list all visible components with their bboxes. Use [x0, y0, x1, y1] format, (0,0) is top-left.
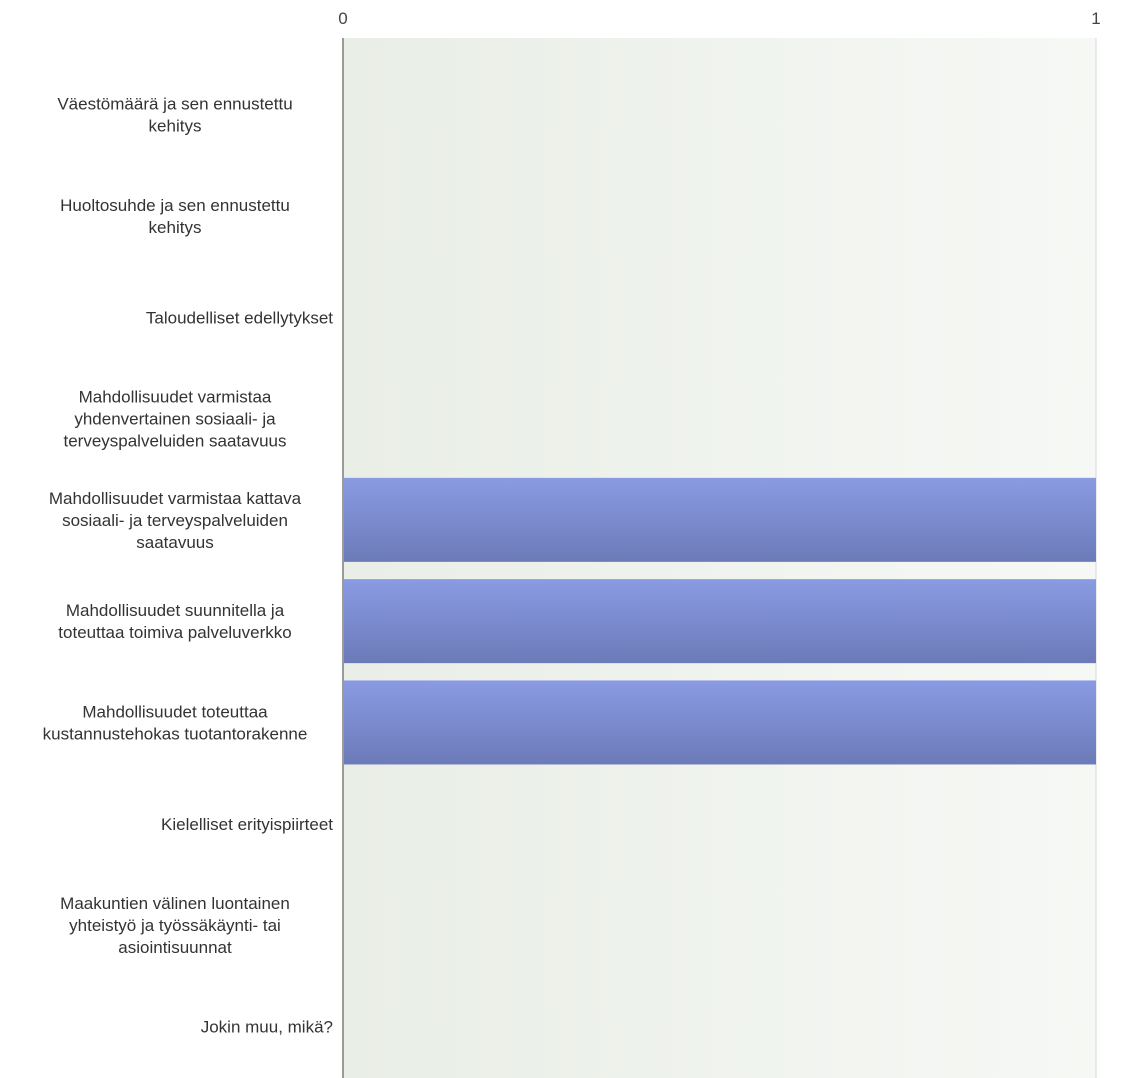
category-label: Mahdollisuudet toteuttaa kustannustehokas… [43, 702, 308, 743]
bar [343, 477, 1096, 562]
category-label: Väestömäärä ja sen ennustettu kehitys [57, 95, 292, 136]
category-label: Kielelliset erityispiirteet [161, 815, 333, 834]
x-tick-label: 1 [1091, 9, 1100, 28]
category-label: Mahdollisuudet suunnitella ja toteuttaa t… [58, 601, 291, 642]
category-label: Jokin muu, mikä? [201, 1017, 333, 1036]
bar [343, 680, 1096, 765]
bar [343, 579, 1096, 664]
category-label: Taloudelliset edellytykset [146, 308, 333, 327]
x-tick-label: 0 [338, 9, 347, 28]
category-label: Mahdollisuudet varmistaa kattava sosiaali… [49, 489, 302, 552]
category-label: Maakuntien välinen luontainen yhteistyö j… [60, 894, 290, 957]
category-label: Huoltosuhde ja sen ennustettu kehitys [60, 196, 290, 237]
category-label: Mahdollisuudet varmistaa yhdenvertainen s… [63, 388, 286, 451]
